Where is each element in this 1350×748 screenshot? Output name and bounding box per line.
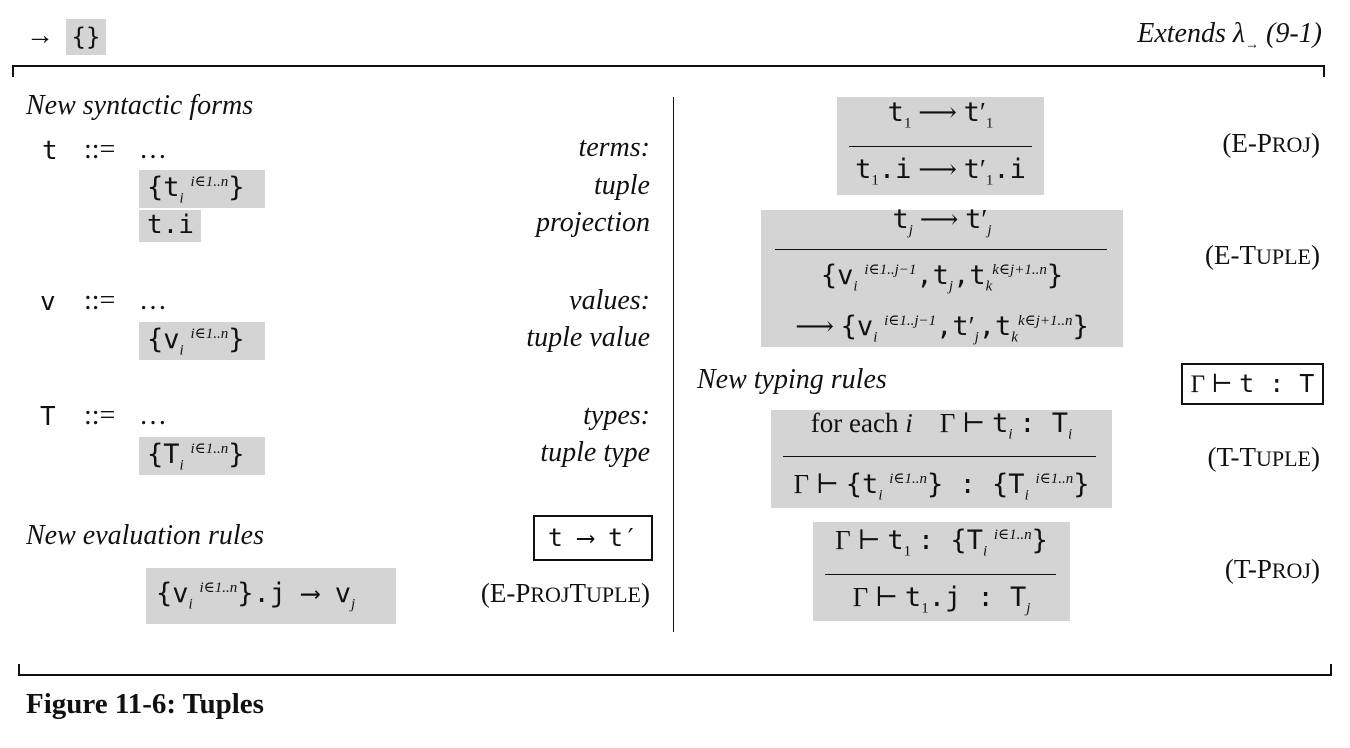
column-divider — [673, 97, 674, 632]
rule-name-e-tuple: (E-TUPLE) — [1205, 240, 1320, 271]
rule-name-e-proj: (E-PROJ) — [1222, 128, 1320, 159]
values-defsym: ::= — [84, 285, 115, 317]
types-label: types: — [583, 400, 650, 432]
rule-t-proj: Γ ⊢ t1 : {Ti i∈1..n} Γ ⊢ t1.j : Tj — [813, 522, 1070, 621]
terms-label: terms: — [578, 132, 650, 164]
terms-metavar: t — [42, 136, 58, 166]
terms-dots: … — [139, 134, 167, 166]
figure-caption: Figure 11-6: Tuples — [26, 688, 264, 721]
tuple-type-label: tuple type — [540, 437, 650, 469]
rule-t-tuple: for each i Γ ⊢ ti : Ti Γ ⊢ {ti i∈1..n} :… — [771, 410, 1112, 508]
values-label: values: — [569, 285, 650, 317]
tuple-value-label: tuple value — [526, 322, 650, 354]
rule-name-t-proj: (T-PROJ) — [1225, 554, 1320, 585]
tuple-type: {Ti i∈1..n} — [139, 437, 265, 475]
rule-name-t-tuple: (T-TUPLE) — [1208, 442, 1321, 473]
types-dots: … — [139, 400, 167, 432]
projection-label: projection — [536, 207, 650, 239]
terms-defsym: ::= — [84, 134, 115, 166]
braces-tag: {} — [66, 19, 106, 55]
figure-frame-bottom — [18, 664, 1332, 676]
extends-label: Extends λ→ (9-1) — [1137, 18, 1322, 54]
values-metavar: v — [40, 287, 56, 317]
typing-judgment-box: Γ ⊢ t : T — [1181, 363, 1324, 405]
rule-e-projtuple: {vi i∈1..n}.j ⟶ vj — [146, 568, 396, 624]
tuple-value: {vi i∈1..n} — [139, 322, 265, 360]
rule-e-tuple: tj ⟶ t′j {vi i∈1..j−1,tj,tkk∈j+1..n} ⟶ {… — [761, 210, 1123, 347]
rule-e-proj: t1 ⟶ t′1 t1.i ⟶ t′1.i — [837, 97, 1044, 195]
values-dots: … — [139, 285, 167, 317]
evaluation-judgment-box: t ⟶ t′ — [533, 515, 653, 561]
rule-name-e-projtuple: (E-PROJTUPLE) — [481, 578, 650, 609]
syntactic-forms-heading: New syntactic forms — [26, 90, 253, 122]
header-arrow: → — [26, 20, 54, 52]
tuple-term: {ti i∈1..n} — [139, 170, 265, 208]
typing-heading: New typing rules — [697, 364, 887, 396]
tuple-label: tuple — [594, 170, 650, 202]
figure-frame-top — [12, 65, 1325, 77]
projection-term: t.i — [139, 210, 201, 242]
types-defsym: ::= — [84, 400, 115, 432]
evaluation-heading: New evaluation rules — [26, 520, 264, 552]
types-metavar: T — [40, 402, 56, 432]
